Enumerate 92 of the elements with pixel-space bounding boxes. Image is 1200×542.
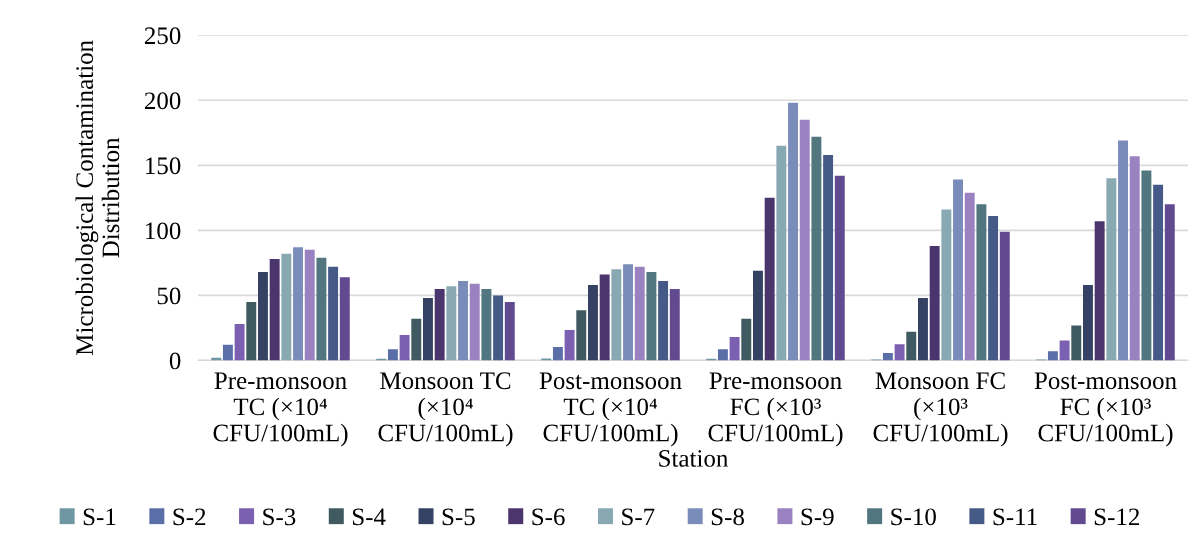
bar [599,274,610,361]
bar [1153,184,1164,361]
y-tick-label: 50 [157,287,181,305]
bar [1083,284,1093,361]
bar [481,288,492,361]
x-tick-label: Post-monsoon TC (×10⁴ CFU/100mL) [539,372,682,447]
x-tick-label: Pre-monsoon TC (×10⁴ CFU/100mL) [213,372,348,447]
bar [999,231,1010,361]
bar [1094,221,1105,361]
bar [399,335,410,361]
bar [964,192,975,361]
legend-label: S-2 [173,508,206,526]
bar [246,301,257,361]
legend-label: S-12 [1094,508,1140,526]
bar [646,271,657,361]
bar [953,179,963,361]
x-tick-label: Monsoon FC (×10³ CFU/100mL) [873,372,1008,447]
bar [976,204,987,361]
bar [1129,156,1140,361]
bar [234,324,245,361]
bar [623,264,633,361]
bar [269,258,280,361]
legend-label: S-9 [801,508,834,526]
bar [658,281,669,361]
bar [469,283,480,361]
bar [339,277,350,361]
x-tick-label: Monsoon TC (×10⁴ CFU/100mL) [378,372,513,447]
y-tick-label: 250 [144,27,181,45]
y-axis-title: Microbiological Contamination Distribution [75,40,120,356]
bar [929,245,940,361]
bar [434,288,445,361]
bar [222,344,233,361]
bar [799,119,810,361]
legend-label: S-6 [532,508,565,526]
x-axis-title: Station [659,450,729,467]
bar [894,344,905,361]
bar [328,266,339,361]
bar [729,337,740,361]
bar [458,281,468,361]
bar [941,209,952,361]
bar [634,266,645,361]
bar [387,349,398,361]
bar [504,301,515,361]
y-tick-label: 150 [146,157,181,175]
bar [753,270,763,361]
bar [293,247,303,361]
legend-label: S-8 [711,508,744,526]
bar [1059,340,1070,361]
bar [611,269,622,361]
y-tick-label: 0 [169,352,181,370]
bar [588,284,598,361]
bar [823,154,834,361]
bar [446,286,457,361]
bar [906,331,917,361]
legend-label: S-3 [263,508,296,526]
bar [316,257,327,361]
y-tick-label: 100 [146,222,181,240]
bar [834,175,845,361]
bar [493,295,504,361]
bar [1071,325,1082,361]
bar [304,249,315,361]
bar [258,271,268,361]
legend-label: S-11 [993,508,1037,526]
bar [811,136,822,361]
bar [1118,140,1128,361]
bar [1106,178,1117,361]
bar [776,145,787,361]
bar [423,297,433,361]
bar [764,197,775,361]
bar [717,349,728,361]
bar [788,102,798,361]
legend-label: S-10 [891,508,936,526]
bar [1047,351,1058,361]
legend-label: S-5 [442,508,475,526]
bar [1141,170,1152,361]
bar [988,216,999,361]
legend-label: S-1 [83,508,116,526]
bar [411,318,422,361]
x-tick-label: Pre-monsoon FC (×10³ CFU/100mL) [708,372,843,447]
bar [1164,204,1175,361]
legend-label: S-7 [622,508,655,526]
bar [669,288,680,361]
legend-label: S-4 [352,508,386,526]
bar [882,353,893,361]
bar [576,310,587,361]
y-tick-label: 200 [144,92,181,110]
bar [918,297,928,361]
bar [281,253,292,361]
bar [552,346,563,361]
bar [741,318,752,361]
x-tick-label: Post-monsoon FC (×10³ CFU/100mL) [1034,372,1177,447]
bar [564,329,575,361]
